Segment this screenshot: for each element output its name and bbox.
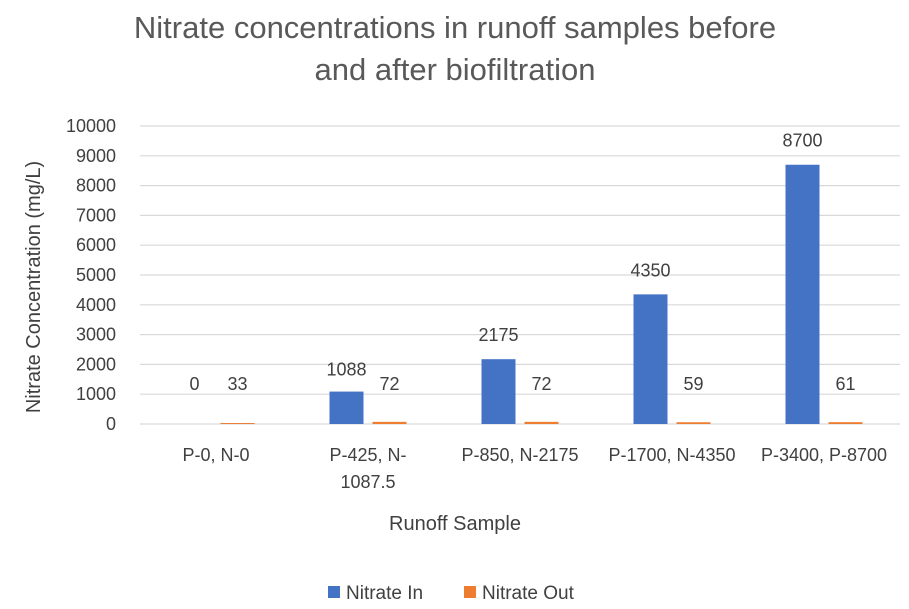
y-tick-label: 7000 <box>76 205 116 225</box>
x-axis-tick-labels: P-0, N-0 P-425, N-1087.5 P-850, N-2175 P-17… <box>182 445 887 492</box>
data-label: 2175 <box>478 325 518 345</box>
data-label: 1088 <box>326 360 366 380</box>
data-labels: 0 33 1088 72 2175 72 4350 59 8700 61 <box>189 131 855 394</box>
y-tick-label: 1000 <box>76 384 116 404</box>
y-tick-label: 2000 <box>76 354 116 374</box>
x-tick-label: P-850, N-2175 <box>461 445 578 465</box>
bar-nitrate-in <box>785 164 820 425</box>
legend-label-nitrate-out: Nitrate Out <box>482 583 575 604</box>
y-axis-tick-labels: 0 1000 2000 3000 4000 5000 6000 7000 8000 9000 100… <box>66 116 116 434</box>
chart-title-line: and after biofiltration <box>315 52 596 87</box>
data-label: 33 <box>227 374 247 394</box>
y-tick-label: 8000 <box>76 176 116 196</box>
y-axis-title: Nitrate Concentration (mg/L) <box>23 161 45 413</box>
data-label: 61 <box>835 374 855 394</box>
x-tick-label: P-0, N-0 <box>182 445 249 465</box>
data-label: 72 <box>379 374 399 394</box>
data-label: 8700 <box>782 131 822 151</box>
y-tick-label: 5000 <box>76 265 116 285</box>
bars <box>220 164 863 425</box>
x-tick-label: P-1700, N-4350 <box>608 445 735 465</box>
y-tick-label: 9000 <box>76 146 116 166</box>
y-tick-label: 6000 <box>76 235 116 255</box>
data-label: 0 <box>189 374 199 394</box>
data-label: 72 <box>531 374 551 394</box>
chart-title: Nitrate concentrations in runoff samples… <box>134 10 776 87</box>
bar-nitrate-out <box>220 423 255 424</box>
x-tick-label: P-425, N-1087.5 <box>329 445 406 492</box>
legend-label-nitrate-in: Nitrate In <box>346 583 423 604</box>
bar-nitrate-out <box>676 422 711 424</box>
y-tick-label: 4000 <box>76 295 116 315</box>
x-tick-label: P-3400, P-8700 <box>761 445 887 465</box>
chart-title-line: Nitrate concentrations in runoff samples… <box>134 10 776 45</box>
x-axis-title: Runoff Sample <box>389 513 521 535</box>
bar-nitrate-in <box>481 359 516 424</box>
gridlines <box>140 125 900 425</box>
y-tick-label: 3000 <box>76 325 116 345</box>
y-tick-label: 10000 <box>66 116 116 136</box>
bar-nitrate-in <box>329 391 364 424</box>
bar-nitrate-out <box>524 421 559 424</box>
bar-nitrate-out <box>828 422 863 424</box>
bar-nitrate-in <box>633 294 668 424</box>
y-tick-label: 0 <box>106 414 116 434</box>
legend-swatch-nitrate-in <box>328 586 340 598</box>
legend-swatch-nitrate-out <box>464 586 476 598</box>
bar-nitrate-out <box>372 421 407 424</box>
legend: Nitrate In Nitrate Out <box>328 583 575 604</box>
data-label: 59 <box>683 374 703 394</box>
data-label: 4350 <box>630 260 670 280</box>
